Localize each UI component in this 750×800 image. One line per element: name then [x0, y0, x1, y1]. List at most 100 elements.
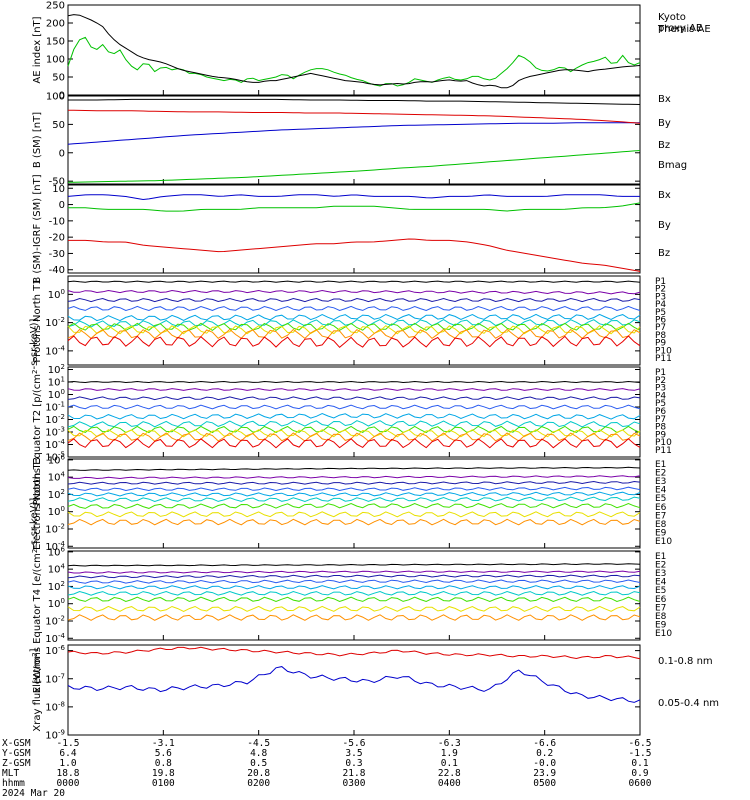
series-line: [68, 202, 641, 212]
time-axis-row-label: Z-GSM: [2, 758, 31, 769]
y-tick-label: -10: [49, 216, 65, 227]
time-axis-value: 0.8: [155, 758, 172, 769]
series-line: [67, 413, 641, 420]
series-line: [67, 574, 641, 579]
time-axis-value: 0.1: [631, 758, 648, 769]
series-line: [67, 486, 641, 492]
series-line: [67, 614, 641, 621]
y-axis-label: Xray flux [W/m2]: [29, 648, 43, 731]
y-tick-label: 104: [48, 563, 66, 576]
series-label: E1: [655, 552, 666, 562]
series-line: [67, 420, 641, 428]
series-label: P2: [655, 376, 666, 386]
time-axis-row-label: MLT: [2, 768, 19, 779]
time-axis-value: 0.1: [441, 758, 458, 769]
time-axis-value: 0.2: [536, 748, 553, 759]
y-tick-label: 102: [48, 363, 65, 376]
series-line: [67, 563, 641, 567]
series-line: [67, 425, 641, 434]
series-label: Bx: [658, 94, 671, 105]
time-axis-value: 6.4: [59, 748, 76, 759]
time-axis-value: -5.6: [343, 738, 366, 749]
y-tick-label: -50: [49, 177, 65, 188]
y-tick-label: 200: [46, 19, 65, 30]
series-label: Bz: [658, 248, 670, 259]
time-axis-value: 0200: [247, 778, 270, 789]
y-axis-label: AE index [nT]: [32, 16, 43, 83]
series-line: [67, 289, 641, 295]
series-line: [67, 404, 641, 410]
y-tick-label: 0: [59, 148, 65, 159]
series-line: [67, 596, 641, 603]
series-label: P5: [655, 399, 666, 409]
series-label: E6: [655, 503, 667, 513]
y-axis-label: Protons Equator T2 [p/(cm2-s-sr-keV)]: [29, 318, 43, 505]
time-axis-value: 1.0: [59, 758, 76, 769]
y-tick-label: 100: [48, 288, 65, 301]
series-label: E10: [655, 629, 672, 639]
time-axis-value: 18.8: [57, 768, 80, 779]
series-label: P7: [655, 415, 666, 425]
y-tick-label: 10-2: [45, 316, 65, 329]
y-tick-label: 102: [48, 580, 65, 593]
time-axis-rows: X-GSM -1.5 -3.1 -4.5 -5.6 -6.3 -6.6 -6.5 Y-GSM 6.…: [2, 738, 652, 789]
series-line: [67, 109, 641, 124]
y-tick-label: 10-2: [45, 522, 65, 535]
series-line: [68, 98, 641, 105]
series-label: E2: [655, 469, 666, 479]
series-line: [67, 280, 641, 283]
series-line: [67, 313, 641, 322]
series-line: [67, 305, 641, 312]
series-line: [67, 388, 641, 391]
time-axis-value: 0600: [629, 778, 652, 789]
series-line: [67, 14, 641, 89]
series-label: E9: [655, 528, 667, 538]
series-label: Bx: [658, 190, 671, 201]
time-axis-value: 0100: [152, 778, 175, 789]
series-label: P2: [655, 285, 666, 295]
series-label: E2: [655, 561, 666, 571]
series-line: [67, 502, 641, 509]
y-tick-label: 0: [59, 200, 65, 211]
time-axis-value: 3.5: [345, 748, 362, 759]
series-line: [67, 646, 641, 660]
y-axis-label: Electrons North T3: [32, 457, 43, 550]
y-axis-label: Protons North T1: [32, 278, 43, 362]
y-tick-label: -30: [49, 249, 65, 260]
time-axis-value: 21.8: [343, 768, 366, 779]
series-line: [67, 194, 640, 201]
series-line: [67, 585, 641, 590]
y-tick-label: 10-4: [45, 438, 65, 451]
time-axis-value: -6.3: [438, 738, 461, 749]
y-tick-label: 104: [48, 471, 66, 484]
time-axis-value: -0.0: [533, 758, 556, 769]
series-label: Bz: [658, 140, 670, 151]
date-label: 2024 Mar 20: [2, 788, 65, 799]
time-axis-row-label: hhmm: [2, 778, 25, 789]
y-tick-label: 100: [46, 92, 65, 103]
y-tick-label: 10-4: [45, 344, 65, 357]
series-label: By: [658, 118, 671, 129]
time-axis-value: -6.5: [629, 738, 652, 749]
y-tick-label: 100: [48, 505, 65, 518]
y-tick-label: 50: [52, 73, 65, 84]
series-label: P9: [655, 339, 666, 349]
series-label: E9: [655, 620, 667, 630]
series-line: [67, 518, 641, 526]
series-line: [67, 570, 641, 574]
panel-7: 10-4 10-2 100 102 104 106 Electrons Equator T4…: [29, 498, 672, 694]
time-axis-value: -4.5: [247, 738, 270, 749]
y-tick-label: -20: [49, 233, 65, 244]
series-line: [67, 322, 641, 332]
y-tick-label: 10-2: [45, 614, 65, 627]
series-label: P6: [655, 407, 666, 417]
series-label: Kyoto proxy AE: [658, 12, 702, 34]
series-label: 0.1-0.8 nm: [658, 656, 713, 667]
panel-frame: [67, 458, 641, 549]
series-label: E10: [655, 537, 672, 547]
series-line: [68, 238, 641, 272]
y-tick-label: 10-8: [45, 700, 65, 713]
